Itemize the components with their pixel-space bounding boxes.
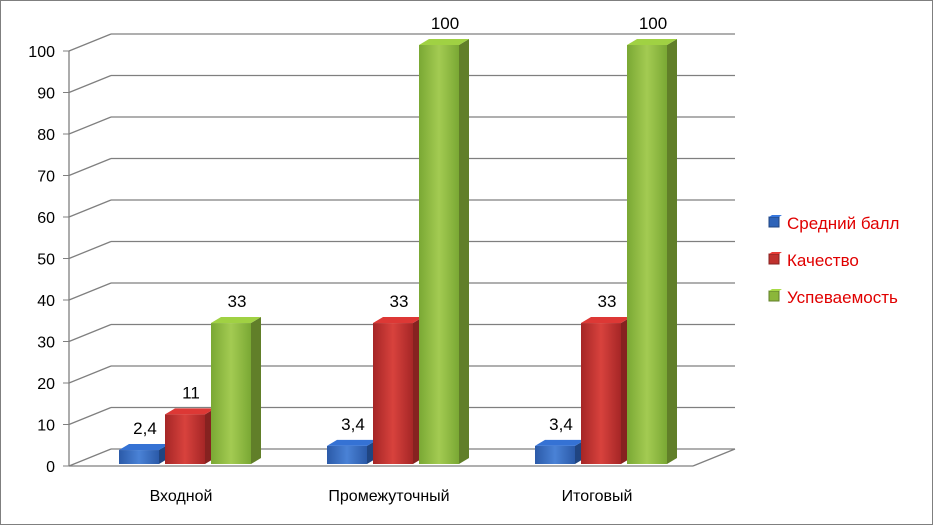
bar-1-2 <box>327 439 377 464</box>
bar-side <box>459 39 469 464</box>
bar-top <box>327 439 377 446</box>
bar-top <box>419 39 469 45</box>
bar-3-2 <box>419 39 469 464</box>
bar-side <box>251 317 261 464</box>
gridline-depth <box>68 282 112 301</box>
bars <box>119 39 677 464</box>
y-tick-label: 10 <box>37 418 55 435</box>
data-label: 2,4 <box>133 419 157 438</box>
legend: Средний балл Качество Успеваемость <box>768 214 899 307</box>
bar-1-3 <box>535 439 585 464</box>
bar-top <box>373 317 423 324</box>
y-tick-label: 30 <box>37 335 55 352</box>
bar-front <box>373 323 413 464</box>
bar-3-3 <box>627 39 677 464</box>
x-category-label: Входной <box>150 488 213 505</box>
legend-swatch <box>768 253 780 265</box>
floor-edge <box>692 448 736 467</box>
gridline-depth <box>68 406 112 426</box>
data-label: 100 <box>639 14 667 33</box>
bar-top <box>627 39 677 45</box>
legend-item-2: Качество <box>768 251 859 270</box>
bar-top <box>165 408 215 415</box>
y-tick-label: 60 <box>37 210 55 227</box>
legend-swatch <box>768 290 780 302</box>
data-label: 3,4 <box>549 415 573 434</box>
bar-top <box>211 317 261 324</box>
gridline-depth <box>68 240 112 260</box>
bar-front <box>119 450 159 464</box>
gridline-depth <box>68 448 112 467</box>
bar-front <box>419 45 459 464</box>
legend-swatch-top <box>769 215 782 217</box>
bar-top <box>535 439 585 446</box>
legend-item-1: Средний балл <box>768 214 899 233</box>
bar-front <box>627 45 667 464</box>
labels: 0 10 20 30 40 50 60 70 80 90 100 2,4 11 33 Входной 3,4 3… <box>28 14 667 505</box>
y-tick-label: 20 <box>37 376 55 393</box>
y-tick-label: 50 <box>37 252 55 269</box>
legend-swatch-top <box>769 289 782 291</box>
bar-side <box>667 39 677 464</box>
bar-front <box>581 323 621 464</box>
bar-3-1 <box>211 317 261 464</box>
data-label: 100 <box>431 14 459 33</box>
gridline-depth <box>68 74 112 94</box>
x-category-label: Итоговый <box>562 488 633 505</box>
bar-front <box>165 414 205 464</box>
gridline-depth <box>68 365 112 384</box>
legend-label: Качество <box>787 251 859 270</box>
bar-2-2 <box>373 317 423 464</box>
y-tick-label: 90 <box>37 86 55 103</box>
bar-front <box>327 445 367 464</box>
legend-label: Средний балл <box>787 214 899 233</box>
bar-front <box>535 445 575 464</box>
legend-swatch-top <box>769 252 782 254</box>
data-label: 33 <box>390 292 409 311</box>
bar-front <box>211 323 251 464</box>
data-label: 11 <box>182 383 200 402</box>
axes <box>63 50 736 467</box>
x-category-label: Промежуточный <box>328 488 449 505</box>
legend-label: Успеваемость <box>787 288 898 307</box>
bar-top <box>119 444 169 451</box>
y-tick-label: 70 <box>37 169 55 186</box>
data-label: 33 <box>598 292 617 311</box>
bar-1-1 <box>119 444 169 464</box>
gridline-depth <box>68 157 112 177</box>
gridline-depth <box>68 199 112 218</box>
data-label: 33 <box>228 292 247 311</box>
gridline-depth <box>68 33 112 52</box>
gridline-depth <box>68 323 112 343</box>
y-tick-label: 40 <box>37 293 55 310</box>
y-tick-label: 80 <box>37 127 55 144</box>
gridline-depth <box>68 116 112 135</box>
y-tick-label: 100 <box>28 44 55 61</box>
bar-2-1 <box>165 408 215 464</box>
bar-top <box>581 317 631 324</box>
legend-item-3: Успеваемость <box>768 288 898 307</box>
y-tick-label: 0 <box>46 459 55 476</box>
legend-swatch <box>768 216 780 228</box>
data-label: 3,4 <box>341 415 365 434</box>
bar-2-3 <box>581 317 631 464</box>
